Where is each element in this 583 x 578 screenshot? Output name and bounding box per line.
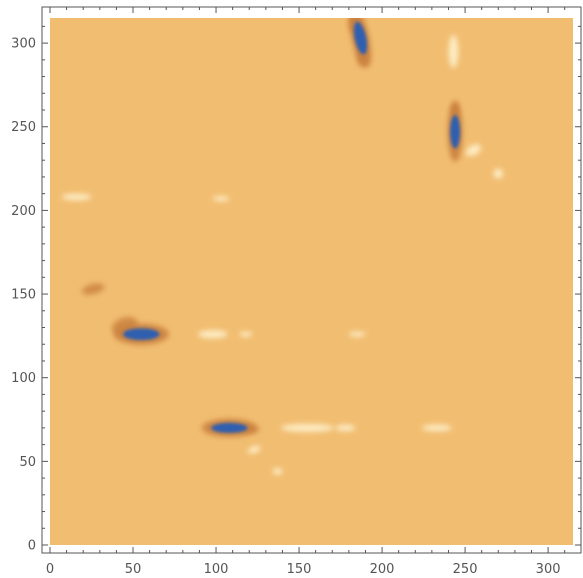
heatmap-feature-high (348, 331, 366, 337)
heatmap-feature-high (197, 330, 228, 339)
frame-border (41, 6, 582, 554)
heatmap-feature-high (61, 193, 92, 201)
axes-frame (41, 6, 582, 554)
x-tick-label: 50 (125, 562, 142, 577)
heatmap-feature-low (349, 18, 372, 68)
y-tick-label: 100 (11, 371, 36, 386)
x-tick-label: 200 (370, 562, 395, 577)
heatmap-feature-high (280, 423, 334, 433)
heatmap-feature-low (201, 418, 257, 437)
x-tick-label: 0 (46, 562, 54, 577)
heatmap-feature-high (448, 34, 459, 69)
y-axis: 0 50 100 150 200 250 300 (11, 25, 581, 554)
heatmap-feature-low (447, 101, 463, 162)
heatmap-feature-low (113, 323, 169, 345)
y-tick-label: 50 (19, 455, 36, 470)
y-tick-label: 300 (11, 37, 36, 52)
heatmap-feature-high (212, 196, 230, 202)
x-tick-label: 250 (453, 562, 478, 577)
x-tick-label: 150 (287, 562, 312, 577)
heatmap-feature-high (272, 468, 283, 475)
plot-area (50, 18, 573, 545)
y-tick-label: 0 (28, 539, 36, 554)
x-tick-label: 300 (536, 562, 561, 577)
heatmap-feature-high (421, 424, 452, 432)
heatmap-feature-high (335, 424, 356, 432)
heatmap-feature-dark (81, 283, 105, 295)
x-axis: 0 50 100 150 200 250 300 (46, 7, 566, 577)
heatmap-feature-high (247, 445, 261, 454)
y-tick-label: 250 (11, 120, 36, 135)
heatmap-feature-high (493, 168, 504, 179)
heatmap-features (61, 18, 504, 475)
heatmap-feature-high (239, 331, 253, 337)
x-tick-label: 100 (204, 562, 229, 577)
y-tick-label: 200 (11, 204, 36, 219)
y-tick-label: 150 (11, 288, 36, 303)
heatmap-feature-high (465, 144, 481, 157)
